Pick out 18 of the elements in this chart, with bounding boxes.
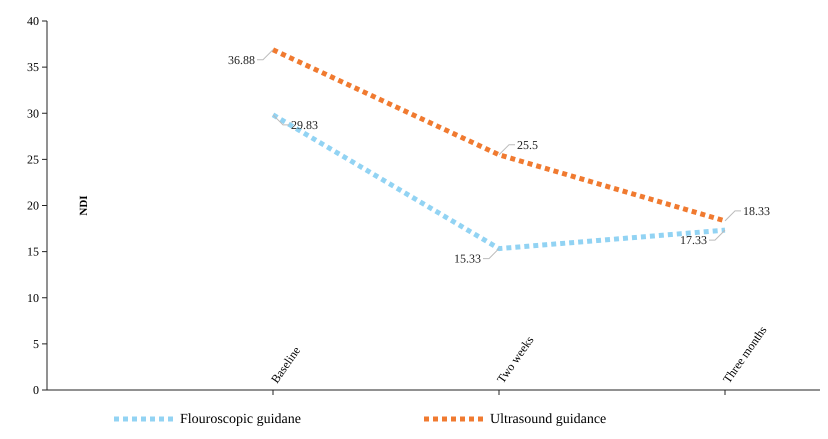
data-label: 18.33	[743, 204, 770, 218]
y-tick-label: 0	[33, 383, 39, 397]
data-label: 36.88	[228, 52, 255, 67]
y-tick-label: 5	[33, 336, 39, 351]
y-tick-label: 10	[27, 290, 39, 305]
data-label: 15.33	[454, 252, 481, 266]
y-tick-label: 15	[27, 244, 39, 259]
legend-label: Flouroscopic guidane	[180, 412, 301, 427]
data-label: 25.5	[517, 138, 538, 152]
y-axis-title: NDI	[78, 195, 90, 216]
y-tick-label: 25	[27, 152, 39, 166]
data-label: 29.83	[291, 118, 318, 132]
y-tick-label: 35	[27, 60, 39, 74]
y-tick-label: 40	[27, 14, 39, 28]
y-tick-label: 30	[27, 106, 39, 120]
data-label: 17.33	[680, 233, 707, 248]
y-tick-label: 20	[27, 198, 39, 212]
legend-label: Ultrasound guidance	[490, 412, 606, 427]
